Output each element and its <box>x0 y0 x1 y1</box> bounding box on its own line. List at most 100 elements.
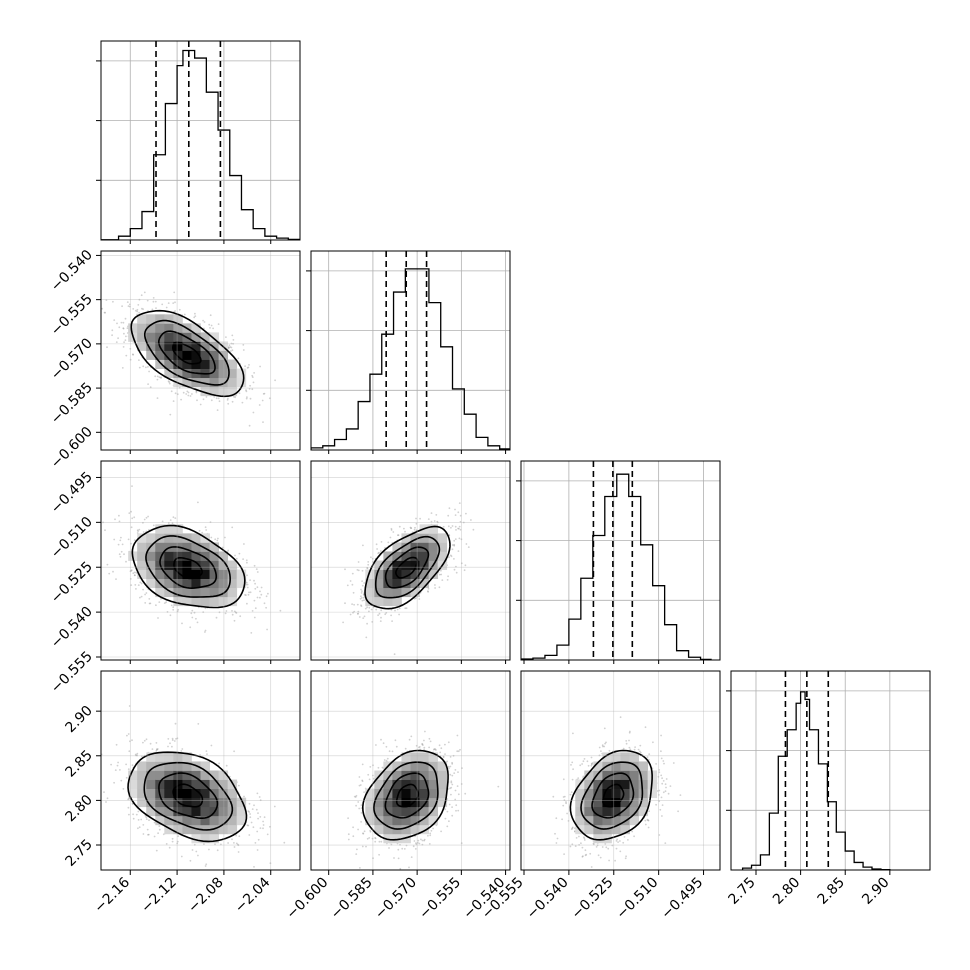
scatter-point <box>234 554 236 557</box>
density-cell <box>173 350 183 360</box>
density-cell <box>428 524 439 534</box>
scatter-point <box>251 388 254 391</box>
scatter-point <box>216 849 219 852</box>
density-cell <box>191 359 201 369</box>
scatter-point <box>127 538 130 541</box>
scatter-point <box>250 632 253 634</box>
scatter-point <box>198 529 201 532</box>
histogram-bin <box>130 229 142 240</box>
scatter-point <box>245 389 247 392</box>
density-cell <box>137 323 147 333</box>
scatter-point <box>212 327 215 330</box>
scatter-point <box>122 346 125 348</box>
scatter-point <box>349 580 352 582</box>
scatter-point <box>391 620 393 622</box>
scatter-point <box>447 525 450 528</box>
scatter-point <box>190 612 193 615</box>
density-cell <box>155 569 165 579</box>
scatter-point <box>457 550 460 552</box>
scatter-point <box>259 596 261 599</box>
scatter-point <box>233 750 236 753</box>
scatter-point <box>256 596 259 599</box>
scatter-point <box>137 304 140 306</box>
scatter-point <box>266 628 268 631</box>
scatter-point <box>136 529 139 532</box>
scatter-point <box>434 584 436 586</box>
scatter-point <box>370 556 372 559</box>
scatter-point <box>463 569 466 572</box>
density-cell <box>392 542 402 552</box>
density-cell <box>182 596 192 607</box>
density-cell <box>374 587 384 598</box>
histogram-outline <box>311 268 510 450</box>
scatter-point <box>472 528 475 531</box>
scatter-grid <box>101 461 300 660</box>
scatter-panel-content <box>101 291 276 427</box>
scatter-point <box>172 606 175 609</box>
scatter-point <box>246 574 248 577</box>
density-cell <box>146 341 156 351</box>
density-cell <box>146 350 156 360</box>
density-cell <box>227 377 238 388</box>
scatter-point <box>242 344 245 346</box>
scatter-point <box>448 507 451 510</box>
scatter-point <box>238 552 241 555</box>
scatter-point <box>370 608 373 611</box>
scatter-point <box>135 813 138 816</box>
scatter-point <box>161 303 164 306</box>
histogram-bin <box>760 855 769 870</box>
scatter-point <box>169 519 172 521</box>
scatter-point <box>227 402 230 405</box>
density-cell <box>392 587 402 598</box>
density-cell <box>182 542 192 552</box>
scatter-point <box>158 376 161 379</box>
scatter-point <box>116 322 118 325</box>
scatter-point <box>165 306 168 309</box>
scatter-point <box>165 601 168 604</box>
scatter-point <box>148 370 151 373</box>
scatter-point <box>167 302 170 304</box>
scatter-point <box>246 561 248 564</box>
density-cell <box>209 596 219 607</box>
scatter-point <box>127 806 130 809</box>
scatter-point <box>221 546 224 549</box>
scatter-point <box>122 321 125 324</box>
density-cell <box>365 569 375 579</box>
density-cell <box>164 341 174 351</box>
scatter-point <box>260 593 263 596</box>
scatter-point <box>265 606 267 609</box>
scatter-point <box>358 616 361 618</box>
density-cell <box>146 560 156 570</box>
histogram-bin <box>629 496 641 660</box>
histogram-grid-p3 <box>731 671 930 870</box>
density-cell <box>227 596 238 607</box>
scatter-point <box>379 620 382 622</box>
density-cell <box>227 578 238 589</box>
scatter-point <box>414 526 416 529</box>
scatter-point <box>228 344 231 347</box>
scatter-point <box>173 291 176 294</box>
scatter-point <box>143 518 146 521</box>
scatter-point <box>362 544 364 547</box>
histogram-steps-p1 <box>311 268 510 450</box>
scatter-point <box>168 382 171 385</box>
scatter-panel-p0-p3 <box>88 670 301 871</box>
scatter-point <box>151 308 154 311</box>
contour-line <box>384 546 430 589</box>
scatter-point <box>182 391 185 394</box>
scatter-point <box>127 305 130 307</box>
contour-line <box>374 535 441 599</box>
scatter-point <box>365 636 368 639</box>
scatter-point <box>106 563 109 566</box>
scatter-point <box>233 619 236 622</box>
density-cell <box>200 350 210 360</box>
scatter-point <box>346 584 349 587</box>
scatter-point <box>168 846 171 849</box>
density-cell <box>155 314 165 324</box>
scatter-point <box>254 587 257 590</box>
scatter-point <box>88 725 90 727</box>
density-cell <box>428 569 439 579</box>
scatter-point <box>124 317 127 320</box>
scatter-point <box>256 571 259 573</box>
density-cell <box>209 377 219 388</box>
